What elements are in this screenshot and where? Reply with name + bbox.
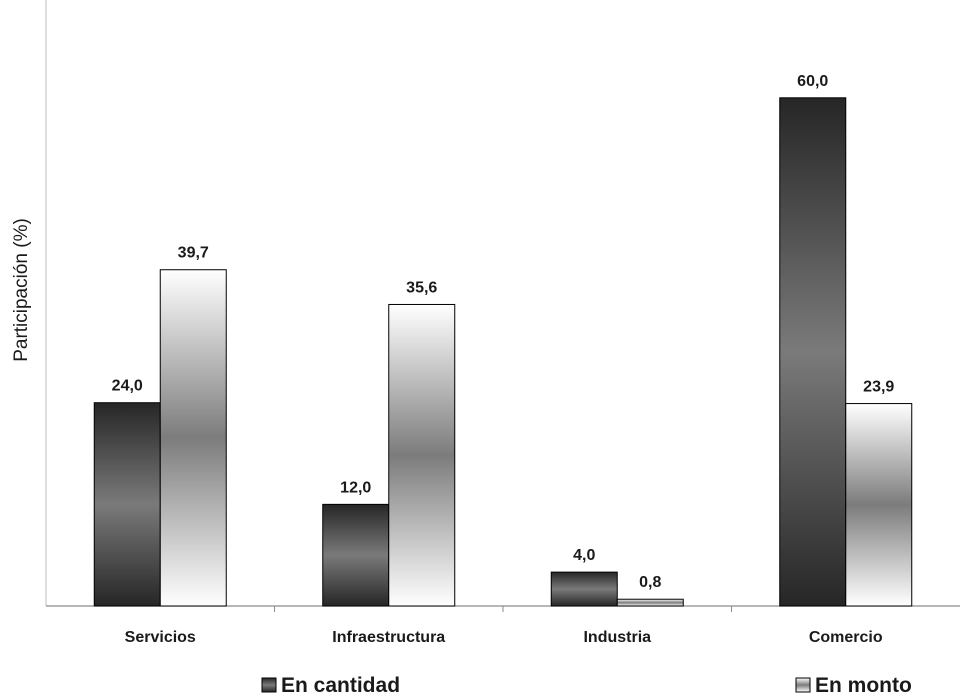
value-labels-layer: 24,0 39,7 12,0 35,6 4,0 0,8 60,0 23,9: [112, 73, 895, 591]
x-tick-label-infraestructura: Infraestructura: [332, 629, 445, 646]
data-label-en-cantidad-comercio: 60,0: [797, 73, 828, 90]
legend-label-en-monto: En monto: [815, 674, 912, 695]
bar-en-monto-servicios: [159, 269, 227, 607]
legend-swatch-en-monto: [795, 677, 811, 693]
legend-item-en-cantidad: En cantidad: [261, 674, 400, 695]
legend-label-en-cantidad: En cantidad: [281, 674, 400, 695]
data-label-en-monto-comercio: 23,9: [863, 379, 894, 396]
legend: En cantidad En monto: [261, 674, 912, 695]
bar-en-cantidad-industria: [550, 571, 618, 607]
data-label-en-cantidad-infraestructura: 12,0: [340, 479, 371, 496]
x-axis-ticks: Servicios Infraestructura Industria Comerci…: [125, 606, 883, 646]
bar-en-cantidad-infraestructura: [322, 503, 390, 607]
data-label-en-cantidad-servicios: 24,0: [112, 378, 143, 395]
bar-en-monto-infraestructura: [388, 303, 456, 607]
x-tick-label-comercio: Comercio: [809, 629, 883, 646]
bar-en-monto-industria: [616, 598, 684, 607]
data-label-en-cantidad-industria: 4,0: [573, 547, 595, 564]
data-label-en-monto-infraestructura: 35,6: [406, 279, 437, 296]
x-tick-label-servicios: Servicios: [125, 629, 196, 646]
data-label-en-monto-servicios: 39,7: [178, 245, 209, 262]
x-tick-label-industria: Industria: [583, 629, 651, 646]
bars-layer: [93, 97, 913, 607]
bar-en-cantidad-comercio: [779, 97, 847, 607]
bar-en-monto-comercio: [845, 403, 913, 607]
data-label-en-monto-industria: 0,8: [639, 574, 661, 591]
y-axis-label: Participación (%): [11, 218, 32, 362]
legend-swatch-en-cantidad: [261, 677, 277, 693]
bar-en-cantidad-servicios: [93, 402, 161, 607]
legend-item-en-monto: En monto: [795, 674, 912, 695]
